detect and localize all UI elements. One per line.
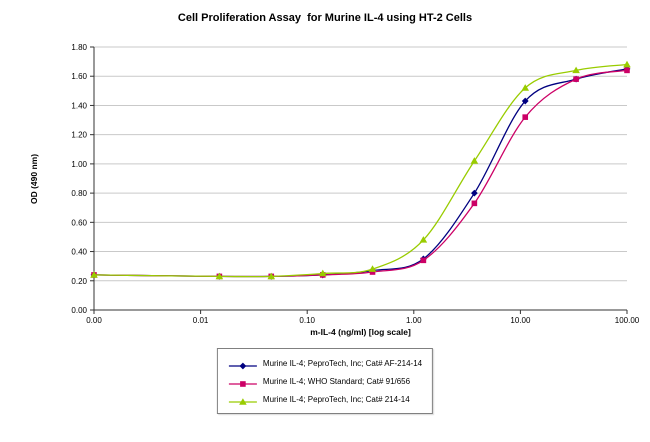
legend-marker-diamond-icon <box>228 358 258 370</box>
y-tick-label: 0.00 <box>71 306 87 315</box>
y-tick-label: 1.00 <box>71 160 87 169</box>
legend-label: Murine IL-4; WHO Standard; Cat# 91/656 <box>262 376 411 386</box>
y-tick-label: 0.40 <box>71 248 87 257</box>
legend-marker-triangle-icon <box>228 394 258 405</box>
x-axis-title: m-IL-4 (ng/ml) [log scale] <box>310 327 411 337</box>
x-tick-label: 100.00 <box>615 316 640 325</box>
legend-item: Murine IL-4; PeproTech, Inc; Cat# AF-214… <box>228 354 422 372</box>
y-axis-title-wrap: OD (490 nm) <box>24 47 44 310</box>
y-axis-title: OD (490 nm) <box>29 153 40 204</box>
x-tick-label: 1.00 <box>406 316 422 325</box>
x-tick-label: 10.00 <box>510 316 531 325</box>
legend-label: Murine IL-4; PeproTech, Inc; Cat# AF-214… <box>262 358 423 368</box>
legend-label: Murine IL-4; PeproTech, Inc; Cat# 214-14 <box>262 394 410 404</box>
series-triangle <box>90 60 631 280</box>
chart-title: Cell Proliferation Assay for Murine IL-4… <box>177 12 473 24</box>
y-tick-label: 1.20 <box>71 131 87 140</box>
y-tick-label: 1.60 <box>71 72 87 81</box>
y-tick-label: 0.80 <box>71 189 87 198</box>
legend: Murine IL-4; PeproTech, Inc; Cat# AF-214… <box>216 348 434 414</box>
y-tick-label: 0.20 <box>71 277 87 286</box>
legend-item: Murine IL-4; WHO Standard; Cat# 91/656 <box>228 372 422 390</box>
x-tick-label: 0.10 <box>299 316 315 325</box>
legend-marker-square-icon <box>228 376 258 387</box>
y-tick-label: 1.80 <box>71 43 87 52</box>
x-tick-label: 0.01 <box>193 316 209 325</box>
x-tick-label: 0.00 <box>86 316 102 325</box>
y-tick-label: 0.60 <box>71 218 87 227</box>
legend-item: Murine IL-4; PeproTech, Inc; Cat# 214-14 <box>228 390 422 408</box>
y-tick-label: 1.40 <box>71 101 87 110</box>
